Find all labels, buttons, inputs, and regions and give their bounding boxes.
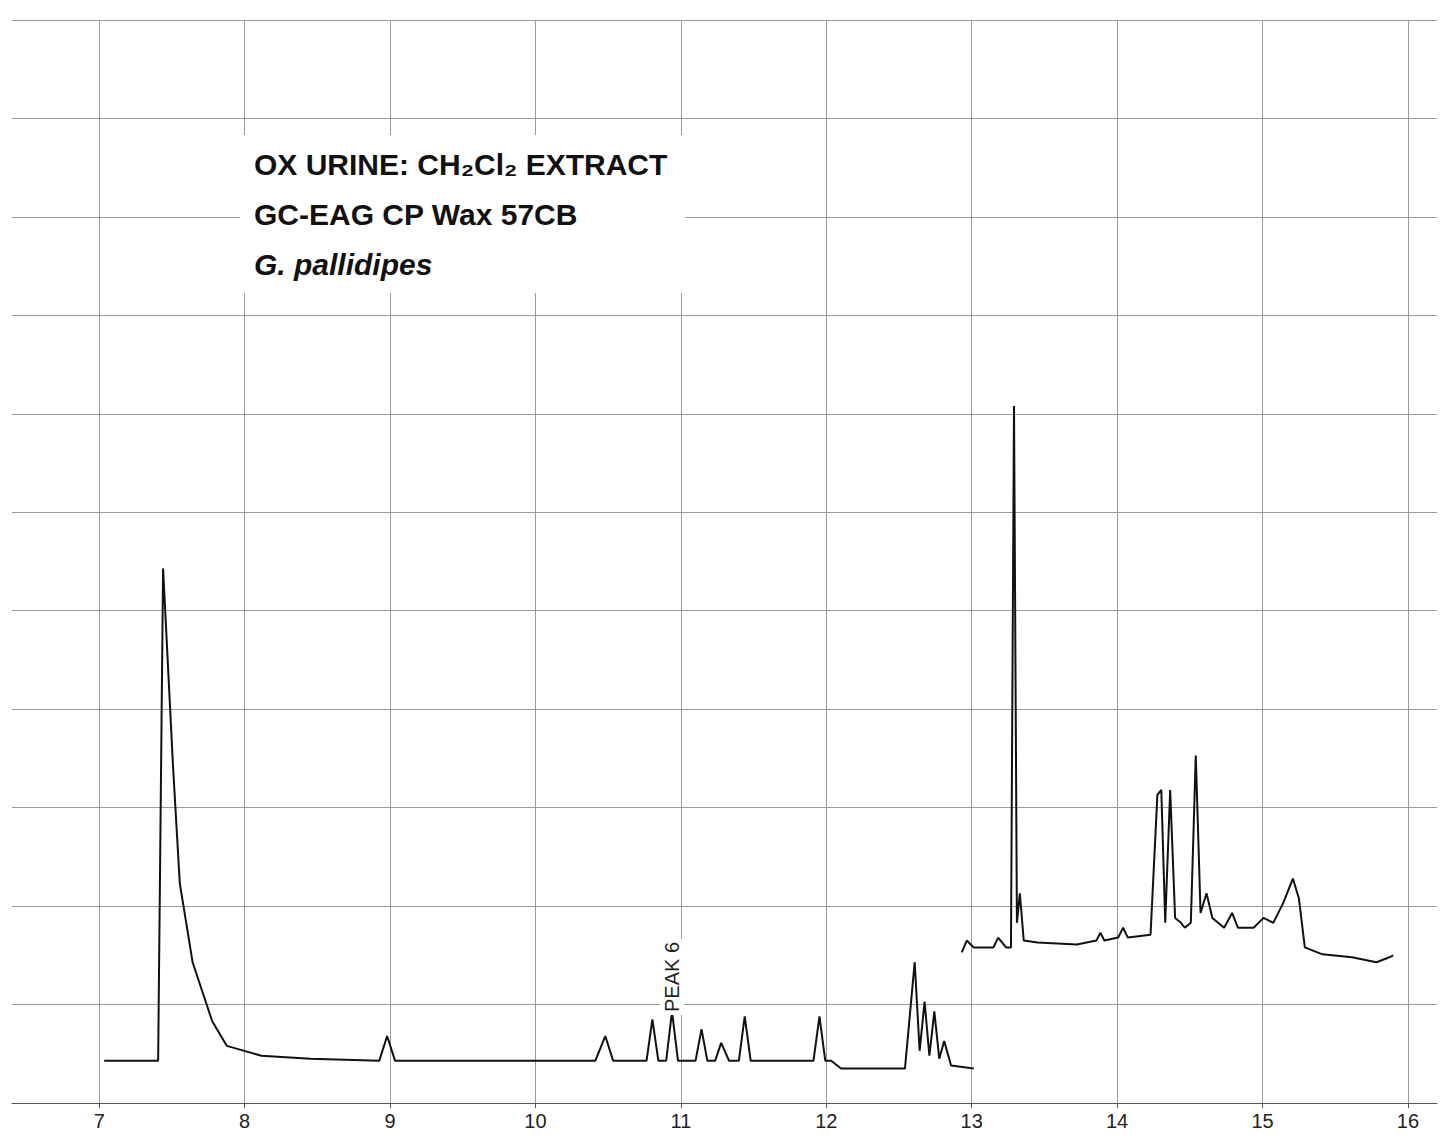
svg-text:PEAK 6: PEAK 6: [661, 942, 683, 1012]
svg-text:16: 16: [1397, 1110, 1419, 1132]
svg-text:GC-EAG CP Wax 57CB: GC-EAG CP Wax 57CB: [254, 198, 577, 231]
svg-text:10: 10: [524, 1110, 546, 1132]
svg-text:14: 14: [1106, 1110, 1128, 1132]
svg-text:9: 9: [384, 1110, 395, 1132]
svg-text:15: 15: [1251, 1110, 1273, 1132]
svg-text:8: 8: [239, 1110, 250, 1132]
svg-text:7: 7: [94, 1110, 105, 1132]
svg-text:12: 12: [815, 1110, 837, 1132]
svg-text:G. pallidipes: G. pallidipes: [254, 248, 432, 281]
svg-text:OX URINE: CH₂Cl₂ EXTRACT: OX URINE: CH₂Cl₂ EXTRACT: [254, 148, 667, 181]
svg-text:13: 13: [961, 1110, 983, 1132]
svg-text:11: 11: [670, 1110, 691, 1132]
